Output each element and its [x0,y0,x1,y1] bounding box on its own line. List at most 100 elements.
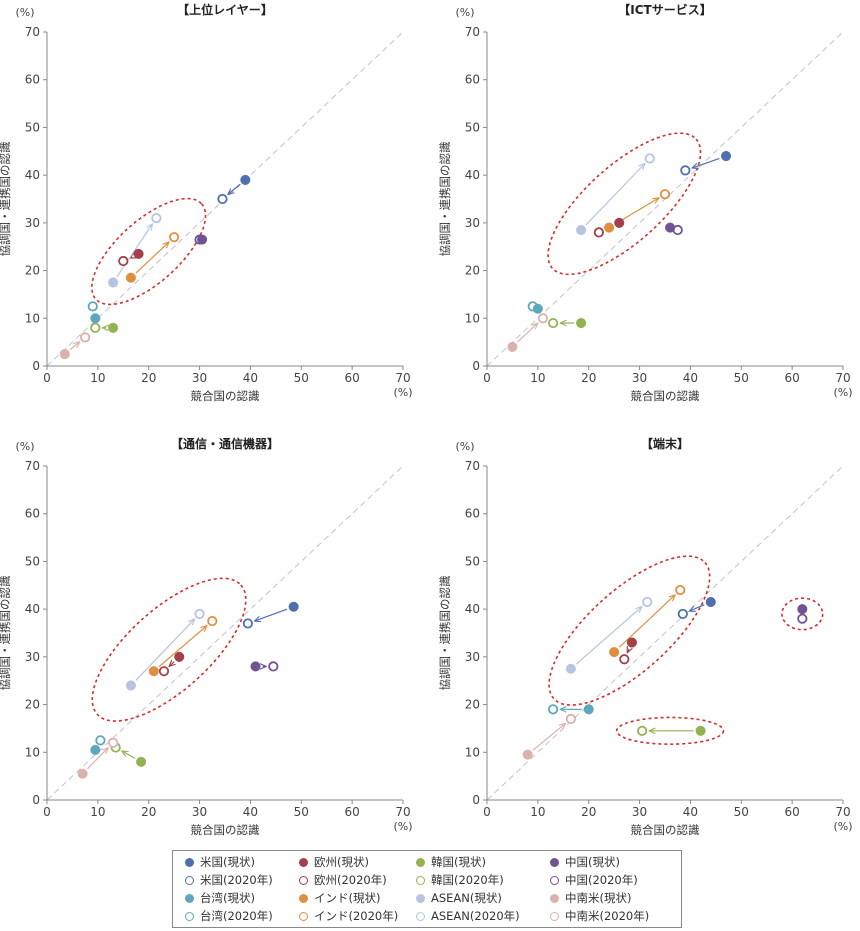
in-2020-point [659,189,671,200]
highlight-ellipse [547,132,702,276]
x-tick-label: 30 [192,805,207,819]
legend-label: 台湾(2020年) [200,909,273,923]
eu-2020-point [593,227,604,238]
x-tick-label: 70 [395,805,410,819]
legend-item-us-current: 米国(現状) [185,854,255,870]
tw-current-point [583,704,594,715]
us-2020-point [677,608,688,620]
us-arrow [692,157,720,168]
asean-current-point [108,277,119,288]
y-tick-label: 70 [25,459,40,473]
legend-label: 中南米(現状) [565,891,632,905]
legend-marker [550,893,559,903]
x-axis-label: 競合国の認識 [191,823,260,837]
kr-current-point [108,322,119,333]
legend-item-eu-current: 欧州(現状) [299,854,369,870]
in-arrow [618,595,675,648]
x-tick-label: 60 [785,805,800,819]
y-tick-label: 60 [25,507,40,521]
legend-marker [299,893,308,903]
chart-title: 【通信・通信機器】 [171,436,279,451]
legend-item-cn-current: 中国(現状) [550,854,620,870]
eu-current-point [614,217,625,228]
legend-label: 韓国(現状) [431,855,486,869]
legend-item-kr-2020: 韓国(2020年) [416,872,504,888]
highlight-ellipse [91,577,247,722]
y-unit-label: (%) [15,6,34,19]
y-tick-label: 10 [465,745,480,759]
kr-2020-point [637,725,648,736]
y-tick-label: 0 [32,793,40,807]
legend-item-in-current: インド(現状) [299,890,380,906]
in-2020-point [169,232,180,243]
latam-arrow [87,748,109,770]
us-2020-point [217,193,228,205]
x-tick-label: 0 [43,371,51,385]
kr-current-point [576,318,587,329]
in-current-point [148,666,159,677]
x-tick-label: 20 [141,805,156,819]
legend-marker [299,875,308,885]
legend-marker [550,911,559,921]
x-tick-label: 10 [90,805,105,819]
x-tick-label: 10 [530,371,545,385]
cn-current-point [797,604,808,615]
tw-2020-point [95,735,106,746]
y-tick-label: 20 [465,264,480,278]
x-axis-label: 競合国の認識 [191,389,260,403]
y-axis-label: 協調国・連携国の認識 [438,576,452,691]
in-2020-point [675,584,686,596]
x-tick-label: 20 [141,371,156,385]
cn-2020-point [268,661,279,672]
kr-arrow [122,751,136,759]
us-arrow [254,608,288,621]
legend-item-asean-2020: ASEAN(2020年) [416,908,520,924]
chart-title: 【上位レイヤー】 [177,2,273,17]
in-arrow [158,626,207,668]
latam-arrow [69,342,80,351]
us-2020-point [242,618,253,629]
in-2020-point [207,615,218,627]
us-current-point [240,174,251,185]
x-tick-label: 40 [243,805,258,819]
legend-item-asean-current: ASEAN(現状) [416,890,502,906]
y-tick-label: 60 [465,73,480,87]
x-tick-label: 10 [90,371,105,385]
x-tick-label: 20 [581,805,596,819]
y-tick-label: 0 [472,359,480,373]
x-tick-label: 70 [395,371,410,385]
legend-item-in-2020: インド(2020年) [299,908,398,924]
y-tick-label: 30 [465,650,480,664]
asean-current-point [565,663,576,674]
in-arrow [135,242,169,274]
latam-2020-point [537,313,549,324]
y-tick-label: 40 [465,168,480,182]
asean-current-point [125,680,136,691]
y-tick-label: 50 [25,554,40,568]
in-current-point [604,222,615,233]
asean-arrow [116,224,152,278]
cn-current-point [665,222,676,233]
y-tick-label: 50 [25,120,40,134]
x-tick-label: 60 [345,805,360,819]
legend-label: 台湾(現状) [200,891,255,905]
highlight-ellipse [548,555,711,706]
us-current-point [705,596,716,608]
legend-marker [416,857,425,867]
kr-2020-point [90,322,101,333]
legend-item-tw-2020: 台湾(2020年) [185,908,273,924]
us-arrow [689,604,705,611]
x-tick-label: 0 [43,805,51,819]
y-tick-label: 70 [25,25,40,39]
y-tick-label: 60 [465,507,480,521]
y-tick-label: 50 [465,120,480,134]
legend-label: ASEAN(現状) [431,891,502,905]
us-current-point [720,151,732,162]
legend-marker [416,911,425,921]
eu-current-point [626,637,637,648]
legend-label: ASEAN(2020年) [431,909,520,923]
y-tick-label: 0 [472,793,480,807]
latam-current-point [522,749,533,760]
kr-current-point [695,725,706,736]
